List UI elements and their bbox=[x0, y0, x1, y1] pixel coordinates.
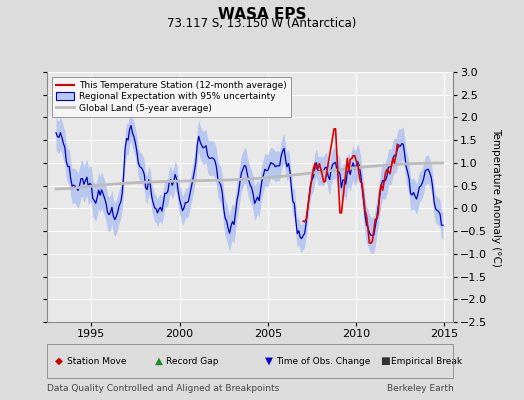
Text: Data Quality Controlled and Aligned at Breakpoints: Data Quality Controlled and Aligned at B… bbox=[47, 384, 279, 393]
Text: Empirical Break: Empirical Break bbox=[391, 356, 463, 366]
Text: WASA EPS: WASA EPS bbox=[218, 7, 306, 22]
Text: ▲: ▲ bbox=[155, 356, 162, 366]
Text: ▼: ▼ bbox=[265, 356, 272, 366]
Text: Time of Obs. Change: Time of Obs. Change bbox=[276, 356, 370, 366]
Legend: This Temperature Station (12-month average), Regional Expectation with 95% uncer: This Temperature Station (12-month avera… bbox=[52, 76, 291, 117]
Text: Record Gap: Record Gap bbox=[166, 356, 219, 366]
Text: Berkeley Earth: Berkeley Earth bbox=[387, 384, 453, 393]
Text: Station Move: Station Move bbox=[67, 356, 126, 366]
Text: ■: ■ bbox=[380, 356, 390, 366]
Text: 73.117 S, 13.150 W (Antarctica): 73.117 S, 13.150 W (Antarctica) bbox=[167, 17, 357, 30]
Text: ◆: ◆ bbox=[55, 356, 63, 366]
Y-axis label: Temperature Anomaly (°C): Temperature Anomaly (°C) bbox=[491, 128, 501, 266]
